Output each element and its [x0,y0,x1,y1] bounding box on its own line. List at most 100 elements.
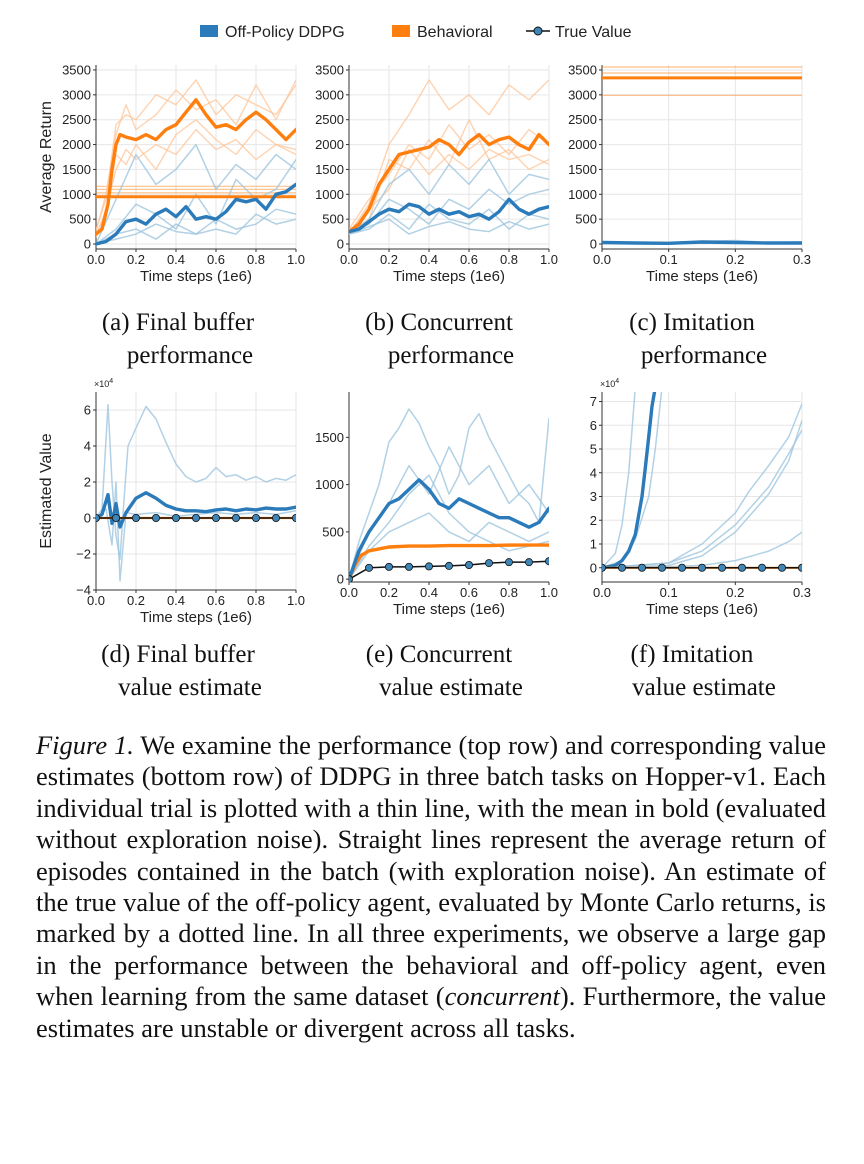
series-group [96,403,296,582]
true-value-marker-9 [778,563,787,572]
true-value-marker-3 [658,563,667,572]
y-tick-label-0: 0 [590,560,597,575]
subcaption-line1: (a) Final buffer [102,309,255,336]
y-tick-label-2: 0 [84,511,91,526]
y-tick-label-6: 6 [590,418,597,433]
true-value-marker-7 [738,563,747,572]
x-tick-label-0: 0.0 [87,252,105,267]
y-tick-label-0: 0 [337,237,344,252]
series-line-behavioral_trial-4 [96,128,296,238]
y-tick-label-6: 3000 [62,87,91,102]
y-tick-label-2: 1000 [315,187,344,202]
x-axis-label: Time steps (1e6) [140,609,252,626]
figure-caption: Figure 1. We examine the performance (to… [36,730,826,1044]
true-value-marker-10 [545,557,549,566]
y-axis-label: Estimated Value [38,433,55,548]
true-value-marker-5 [191,514,200,523]
true-value-marker-5 [444,561,453,570]
series-line-offpolicy_trial-0 [602,392,636,569]
x-tick-label-2: 0.4 [167,252,185,267]
series-group [96,79,296,246]
true-value-marker-1 [364,563,373,572]
figure-legend: Off-Policy DDPG Behavioral True Value [200,24,632,41]
true-value-marker-0 [602,563,606,572]
x-tick-label-3: 0.6 [460,252,478,267]
series-line-offpolicy_trial-8 [349,188,549,233]
y-tick-label-2: 1000 [568,187,597,202]
x-tick-label-1: 0.2 [380,252,398,267]
chart-panel-c: 0.0 0.1 0.2 0.3 0 500 1000 1500 2000 2500 3000 3500… [568,62,811,369]
x-tick-label-5: 1.0 [287,252,305,267]
true-value-marker-1 [112,514,121,523]
series-line-behavioral_trial-1 [349,79,549,235]
x-tick-label-0: 0.0 [87,593,105,608]
x-tick-label-1: 0.1 [660,252,678,267]
x-tick-label-2: 0.2 [726,585,744,600]
y-axis-multiplier-exponent: 4 [109,378,113,385]
x-tick-label-2: 0.4 [167,593,185,608]
y-tick-label-6: 3000 [568,87,597,102]
figure-grid: Off-Policy DDPG Behavioral True Value 0.0 0… [38,24,811,701]
true-value-marker-4 [424,562,433,571]
y-tick-label-0: 0 [84,237,91,252]
y-tick-label-4: 2000 [568,137,597,152]
x-axis-label: Time steps (1e6) [393,601,505,618]
series-group [602,66,802,246]
x-tick-label-5: 1.0 [540,585,558,600]
true-value-marker-3 [404,562,413,571]
true-value-marker-2 [131,514,140,523]
x-tick-label-2: 0.4 [420,252,438,267]
y-axis-label: Average Return [38,101,55,213]
caption-emphasis: concurrent [444,981,560,1012]
caption-text-part2: ). Furthermore, the value estimates are … [36,981,827,1043]
series-group [602,392,802,572]
y-tick-label-5: 2500 [568,112,597,127]
series-line-offpolicy_trial-0 [349,408,549,580]
legend-swatch-1 [392,25,410,37]
true-value-marker-4 [171,514,180,523]
x-tick-label-4: 0.8 [500,585,518,600]
y-tick-label-1: 500 [322,524,344,539]
series-line-behavioral_mean-0 [349,132,549,234]
chart-panel-b: 0.0 0.2 0.4 0.6 0.8 1.0 0 500 1000 1500 2000 2500 30… [315,62,558,369]
chart-panel-a: 0.0 0.2 0.4 0.6 0.8 1.0 0 500 1000 1500 2000 2500 30… [38,62,305,369]
series-line-offpolicy_trial-13 [96,213,296,245]
x-tick-label-4: 0.8 [500,252,518,267]
y-axis-multiplier: ×104 [94,378,113,389]
x-axis-label: Time steps (1e6) [646,601,758,618]
series-line-offpolicy_trial-5 [602,531,802,569]
y-tick-label-0: 0 [590,237,597,252]
chart-panel-d: 0.0 0.2 0.4 0.6 0.8 1.0 −4 −2 0 2 4 6 ×104 Time steps… [38,378,305,701]
series-line-offpolicy_mean-5 [349,197,549,234]
y-tick-label-1: 500 [69,212,91,227]
y-tick-label-1: 1 [590,537,597,552]
y-tick-label-1: 500 [322,212,344,227]
x-tick-label-4: 0.8 [247,593,265,608]
x-tick-label-1: 0.2 [127,252,145,267]
y-tick-label-1: −2 [76,547,91,562]
series-line-offpolicy_mean-5 [602,240,802,246]
series-line-offpolicy_trial-4 [602,429,802,569]
y-tick-label-5: 6 [84,403,91,418]
x-tick-label-3: 0.3 [793,585,811,600]
true-value-marker-3 [151,514,160,523]
true-value-marker-10 [798,563,802,572]
series-line-behavioral_trial-3 [96,79,296,233]
y-axis-multiplier: ×104 [600,378,619,389]
subcaption-line2: performance [388,342,514,369]
chart-panel-f: 0.0 0.1 0.2 0.3 0 1 2 3 4 5 6 7×104 Time steps (1e6)… [590,378,811,701]
series-line-offpolicy_mean-4 [349,478,549,581]
x-tick-label-3: 0.6 [207,593,225,608]
true-value-marker-10 [292,514,296,522]
y-tick-label-3: 1500 [62,162,91,177]
x-tick-label-1: 0.1 [660,585,678,600]
subcaption-line2: value estimate [118,674,262,701]
y-tick-label-5: 5 [590,442,597,457]
subcaption-line2: performance [127,342,253,369]
x-tick-label-2: 0.4 [420,585,438,600]
y-tick-label-0: 0 [337,572,344,587]
true-value-marker-6 [718,563,727,572]
y-tick-label-7: 3500 [62,62,91,77]
series-group [349,408,549,582]
true-value-marker-8 [251,514,260,523]
